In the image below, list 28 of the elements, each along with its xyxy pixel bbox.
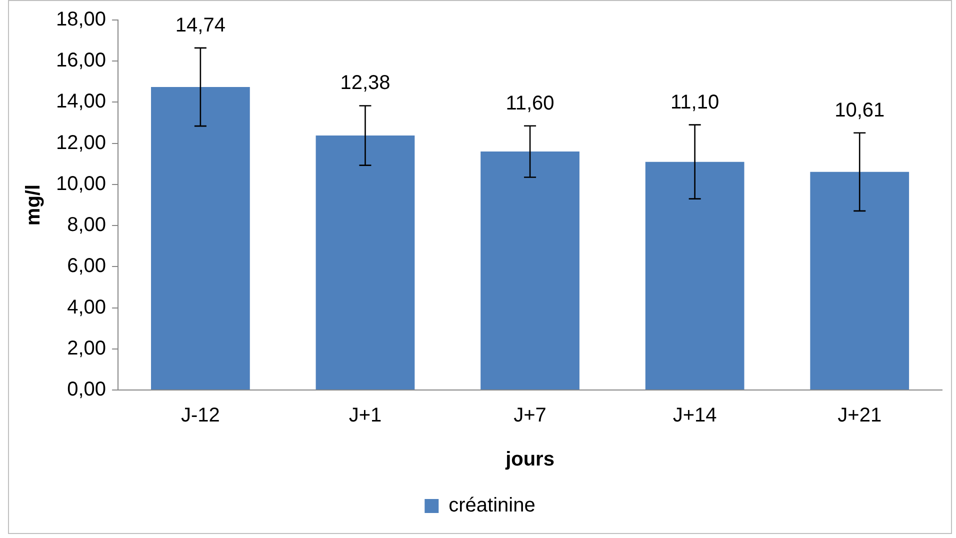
y-tick-label: 18,00 [56,8,106,31]
data-label: 14,74 [175,14,226,36]
x-tick-label: J-12 [180,404,220,427]
x-axis-title: jours [504,448,554,471]
bar [316,136,415,390]
y-tick-label: 12,00 [56,132,106,154]
data-label: 12,38 [340,72,390,94]
y-tick-label: 10,00 [56,172,106,195]
x-tick-label: J+21 [838,404,882,427]
bar [151,87,250,390]
x-tick-label: J+1 [348,404,382,427]
y-tick-label: 16,00 [56,50,106,72]
bar [645,162,744,390]
y-tick-label: 0,00 [67,378,106,401]
x-tick-label: J+7 [514,404,546,427]
y-tick-label: 8,00 [67,214,106,236]
y-tick-label: 4,00 [67,296,106,318]
data-label: 11,10 [670,91,720,114]
legend-label: créatinine [448,494,536,517]
bar [810,172,910,390]
bar [480,152,580,390]
y-tick-label: 2,00 [67,337,106,360]
y-tick-label: 6,00 [67,255,106,278]
data-label: 10,61 [834,99,885,122]
y-axis-title: mg/l [22,184,45,226]
x-tick-label: J+14 [672,404,717,427]
data-label: 11,60 [506,92,554,114]
y-tick-label: 14,00 [56,90,106,113]
